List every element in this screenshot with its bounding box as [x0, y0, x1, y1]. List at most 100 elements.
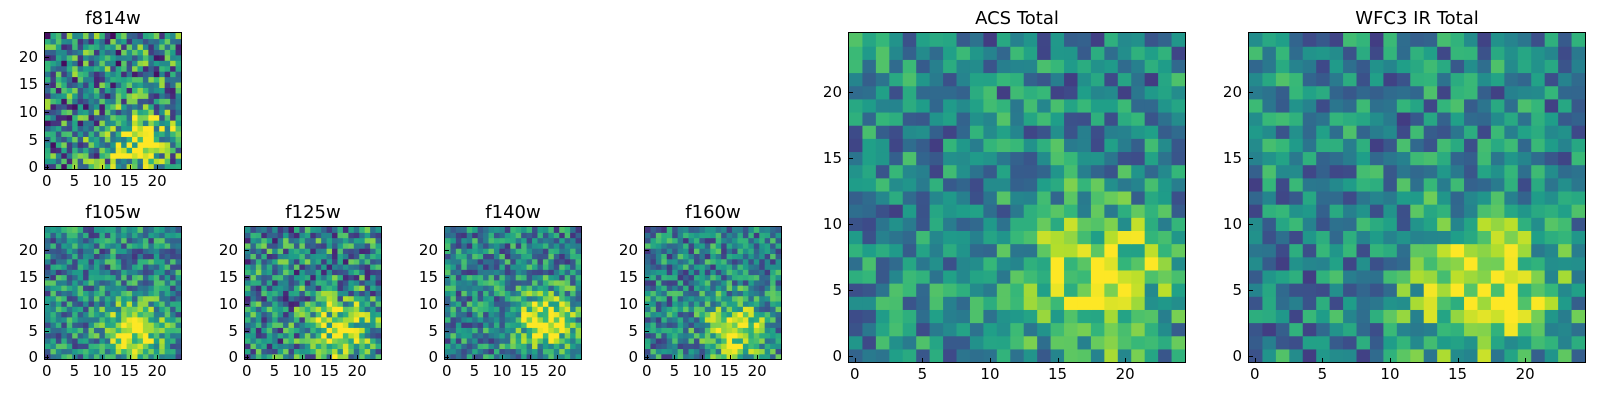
heatmap-cell — [164, 327, 171, 334]
heatmap-cell — [677, 316, 684, 323]
heatmap-cell — [88, 54, 95, 61]
heatmap-cell — [1396, 85, 1411, 100]
heatmap-cell — [875, 309, 890, 324]
heatmap-cell — [304, 290, 311, 297]
heatmap-cell — [115, 130, 122, 137]
heatmap-cell — [72, 295, 79, 302]
heatmap-cell — [693, 322, 700, 328]
heatmap-cell — [93, 33, 100, 40]
heatmap-cell — [693, 332, 700, 339]
heatmap-image — [45, 227, 181, 359]
heatmap-cell — [77, 327, 84, 334]
heatmap-cell — [748, 285, 755, 291]
heatmap-cell — [93, 290, 100, 297]
heatmap-cell — [45, 237, 52, 244]
heatmap-cell — [261, 311, 268, 318]
heatmap-cell — [370, 242, 377, 249]
heatmap-cell — [764, 343, 771, 350]
heatmap-cell — [493, 337, 500, 344]
heatmap-cell — [929, 283, 944, 297]
heatmap-cell — [1037, 59, 1052, 74]
heatmap-cell — [288, 348, 295, 355]
heatmap-cell — [170, 81, 177, 88]
heatmap-cell — [1410, 348, 1425, 362]
heatmap-cell — [1544, 59, 1559, 74]
heatmap-cell — [55, 248, 62, 254]
heatmap-cell — [1571, 283, 1585, 297]
heatmap-cell — [1450, 256, 1465, 271]
heatmap-cell — [677, 306, 684, 313]
heatmap-cell — [299, 285, 306, 291]
heatmap-cell — [266, 258, 273, 265]
heatmap-cell — [1077, 243, 1092, 258]
heatmap-cell — [159, 158, 166, 165]
heatmap-cell — [159, 263, 166, 270]
heatmap-cell — [1158, 256, 1173, 271]
heatmap-cell — [1262, 85, 1277, 100]
heatmap-cell — [126, 253, 133, 260]
heatmap-cell — [1396, 348, 1411, 362]
heatmap-cell — [153, 109, 160, 116]
heatmap-cell — [1090, 33, 1105, 47]
heatmap-cell — [1571, 190, 1585, 205]
heatmap-cell — [661, 285, 668, 291]
heatmap-cell — [466, 279, 473, 286]
heatmap-cell — [126, 141, 133, 148]
heatmap-cell — [1450, 190, 1465, 205]
heatmap-cell — [88, 337, 95, 344]
heatmap-cell — [66, 343, 73, 350]
heatmap-cell — [862, 151, 877, 166]
heatmap-cell — [466, 227, 473, 233]
heatmap-cell — [66, 253, 73, 260]
heatmap-cell — [121, 327, 128, 334]
heatmap-cell — [45, 163, 52, 169]
heatmap-cell — [159, 253, 166, 260]
heatmap-cell — [293, 279, 300, 286]
heatmap-cell — [875, 256, 890, 271]
heatmap-cell — [455, 232, 462, 239]
heatmap-cell — [1504, 243, 1519, 258]
heatmap-cell — [1117, 72, 1132, 87]
heatmap-cell — [742, 279, 749, 286]
heatmap-cell — [153, 322, 160, 328]
heatmap-cell — [564, 322, 571, 328]
heatmap-cell — [704, 227, 711, 233]
heatmap-cell — [1329, 348, 1344, 362]
heatmap-cell — [99, 81, 106, 88]
heatmap-cell — [261, 258, 268, 265]
heatmap-cell — [332, 295, 339, 302]
heatmap-cell — [45, 103, 52, 110]
heatmap-cell — [132, 300, 139, 307]
panel-f105w: f105w 0 5 10 15 20 0 5 10 15 20 — [0, 200, 200, 400]
heatmap-cell — [342, 237, 349, 244]
heatmap-cell — [1037, 125, 1052, 139]
heatmap-cell — [137, 290, 144, 297]
heatmap-cell — [1329, 217, 1344, 231]
heatmap-cell — [132, 306, 139, 313]
heatmap-cell — [261, 269, 268, 276]
heatmap-cell — [483, 263, 490, 270]
heatmap-cell — [902, 59, 917, 74]
heatmap-cell — [737, 242, 744, 249]
heatmap-cell — [677, 227, 684, 233]
heatmap-cell — [721, 290, 728, 297]
heatmap-cell — [688, 311, 695, 318]
heatmap-cell — [1558, 217, 1573, 231]
heatmap-cell — [1262, 98, 1277, 113]
heatmap-cell — [488, 316, 495, 323]
heatmap-cell — [299, 248, 306, 254]
heatmap-cell — [956, 190, 971, 205]
heatmap-cell — [93, 322, 100, 328]
heatmap-cell — [104, 158, 111, 165]
heatmap-cell — [77, 92, 84, 99]
heatmap-cell — [1396, 230, 1411, 245]
heatmap-cell — [115, 337, 122, 344]
heatmap-cell — [715, 343, 722, 350]
heatmap-cell — [326, 269, 333, 276]
heatmap-cell — [570, 242, 577, 249]
heatmap-cell — [364, 248, 371, 254]
heatmap-cell — [310, 353, 317, 359]
heatmap-cell — [1410, 296, 1425, 310]
heatmap-cell — [455, 295, 462, 302]
heatmap-cell — [666, 295, 673, 302]
